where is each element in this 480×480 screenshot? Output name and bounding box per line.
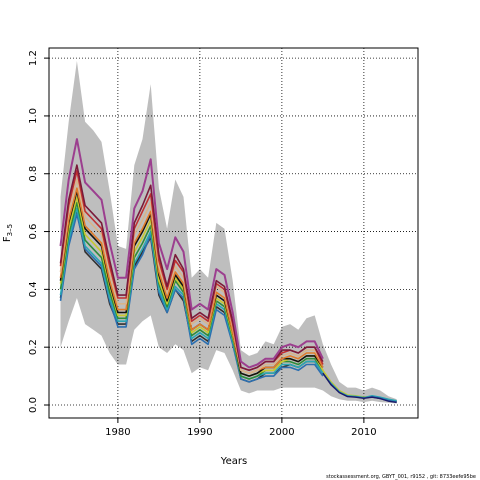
y-tick-label: 0.8 [28, 166, 39, 182]
y-tick-label: 1.0 [28, 108, 39, 124]
series-line [59, 196, 324, 377]
x-tick-label: 1980 [105, 427, 130, 438]
series-line-tail [322, 372, 397, 404]
x-tick-label: 2010 [351, 427, 376, 438]
y-axis-title: F3–5 [2, 224, 14, 242]
plot-frame [48, 47, 419, 419]
y-axis-title-subscript: 3–5 [6, 224, 14, 236]
y-tick-label: 0.2 [28, 339, 39, 355]
x-axis: 1980 1990 2000 2010 [105, 418, 377, 438]
x-tick-label: 1990 [187, 427, 212, 438]
x-tick-label: 2000 [269, 427, 294, 438]
series-line [59, 170, 324, 372]
plot-area [49, 48, 418, 418]
y-tick-label: 0.6 [28, 224, 39, 240]
x-axis-title: Years [220, 456, 247, 467]
footer-credit: stockassessment.org, GBYT_001, r9152 , g… [326, 474, 476, 480]
series-line [59, 164, 324, 372]
y-tick-label: 0.4 [28, 281, 39, 297]
y-tick-label: 0.0 [28, 397, 39, 413]
y-axis: 0.0 0.2 0.4 0.6 0.8 1.0 1.2 [28, 50, 49, 413]
confidence-band [60, 61, 397, 404]
y-tick-label: 1.2 [28, 50, 39, 66]
series-lines [59, 138, 397, 404]
series-line [59, 187, 324, 375]
series-line [59, 178, 324, 375]
series-line [59, 207, 324, 380]
series-line [59, 138, 324, 369]
y-axis-title-main: F [2, 236, 13, 242]
